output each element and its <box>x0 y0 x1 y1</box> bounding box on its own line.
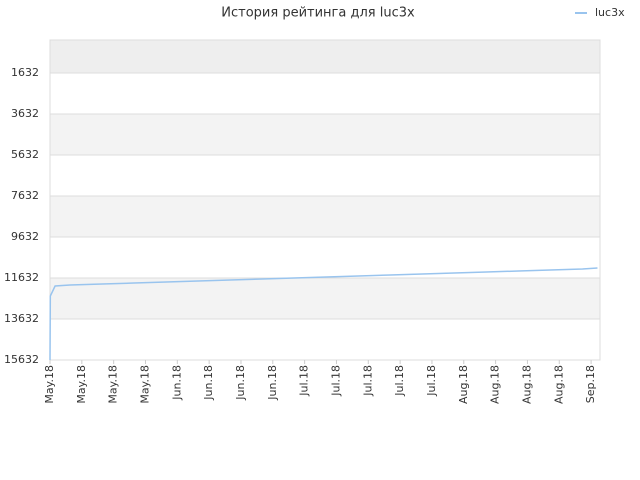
x-tick-label: May.18 <box>138 365 151 404</box>
x-tick-label: Jun.18 <box>202 365 215 401</box>
y-tick-label: 3632 <box>11 107 39 120</box>
y-tick-label: 11632 <box>4 271 39 284</box>
x-tick-label: May.18 <box>107 365 120 404</box>
chart-title: История рейтинга для luc3x <box>221 6 415 21</box>
x-tick-label: Aug.18 <box>489 365 502 404</box>
x-tick-label: Jul.18 <box>361 365 374 397</box>
x-tick-label: Sep.18 <box>584 365 597 403</box>
x-tick-label: Jul.18 <box>393 365 406 397</box>
data-line <box>49 267 598 361</box>
y-tick-label: 5632 <box>11 148 39 161</box>
x-tick-label: Jul.18 <box>329 365 342 397</box>
y-tick-label: 1632 <box>11 66 39 79</box>
y-tick-label: 15632 <box>4 353 39 366</box>
x-tick-label: Jun.18 <box>266 365 279 401</box>
band <box>50 196 600 238</box>
x-tick-label: Jun.18 <box>234 365 247 401</box>
x-tick-label: May.18 <box>43 365 56 404</box>
x-tick-label: Aug.18 <box>457 365 470 404</box>
x-tick-label: Jul.18 <box>298 365 311 397</box>
x-tick-label: Jul.18 <box>425 365 438 397</box>
x-tick-label: May.18 <box>75 365 88 404</box>
band <box>50 114 600 156</box>
y-tick-label: 7632 <box>11 189 39 202</box>
x-tick-label: Aug.18 <box>552 365 565 404</box>
x-tick-label: Jun.18 <box>170 365 183 401</box>
x-tick-label: Aug.18 <box>520 365 533 404</box>
y-tick-label: 9632 <box>11 230 39 243</box>
legend-label: luc3x <box>595 6 625 19</box>
y-tick-label: 13632 <box>4 312 39 325</box>
band <box>50 40 600 74</box>
band <box>50 278 600 320</box>
